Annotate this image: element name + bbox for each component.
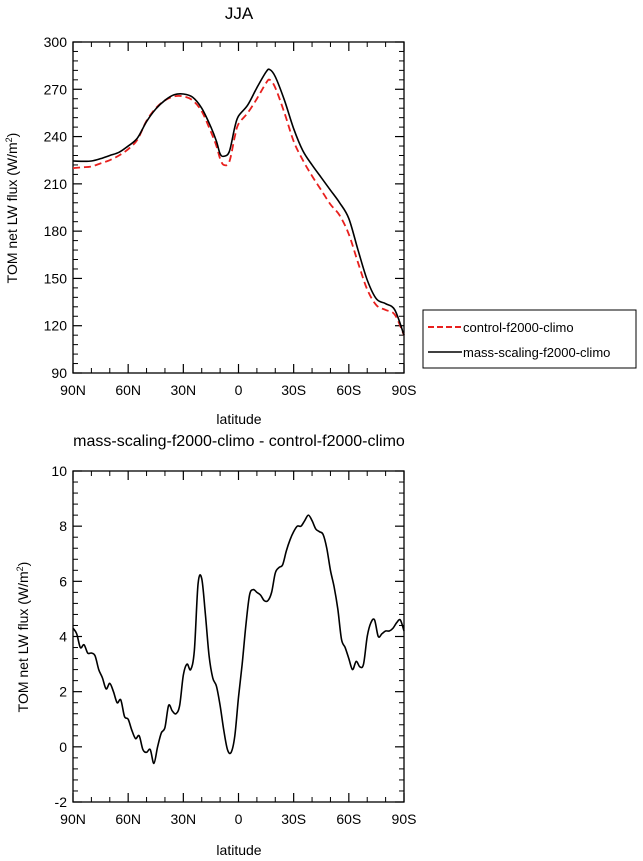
- panel-bottom-plot-frame: [72, 470, 405, 803]
- legend: control-f2000-climo mass-scaling-f2000-c…: [422, 309, 637, 369]
- bottom-ytick-label: 2: [59, 684, 67, 700]
- bottom-xtick-label: 60N: [115, 811, 141, 827]
- top-series-control-f2000-climo: [72, 78, 405, 336]
- top-xtick-label: 30N: [170, 382, 196, 398]
- panel-bottom-ylabel: TOM net LW flux (W/m2): [15, 562, 31, 713]
- legend-label-control: control-f2000-climo: [463, 320, 574, 335]
- top-xtick-label: 90N: [60, 382, 86, 398]
- legend-box: [422, 309, 637, 369]
- top-ytick-label: 210: [44, 176, 68, 192]
- panel-top-lines: [72, 68, 405, 336]
- panel-bottom: mass-scaling-f2000-climo - control-f2000…: [15, 433, 416, 858]
- panel-top-ticks: 90N 60N 30N 0 30S 60S 90S 90 120 150 180 210 240 270 3…: [44, 34, 417, 398]
- panel-top-xlabel: latitude: [216, 411, 261, 427]
- panel-bottom-ticks: 90N 60N 30N 0 30S 60S 90S -2 0 2 4 6 8 10: [51, 463, 416, 827]
- top-xtick-label: 0: [235, 382, 243, 398]
- bottom-ytick-label: 6: [59, 573, 67, 589]
- panel-top-ylabel: TOM net LW flux (W/m2): [4, 133, 20, 284]
- top-xtick-label: 90S: [392, 382, 417, 398]
- bottom-series-difference: [72, 514, 405, 765]
- top-xtick-label: 60N: [115, 382, 141, 398]
- top-ytick-label: 90: [51, 365, 67, 381]
- top-ytick-label: 150: [44, 270, 68, 286]
- bottom-ytick-label: 0: [59, 739, 67, 755]
- top-xtick-label: 60S: [336, 382, 361, 398]
- top-xtick-label: 30S: [281, 382, 306, 398]
- panel-bottom-title: mass-scaling-f2000-climo - control-f2000…: [73, 433, 405, 450]
- bottom-xtick-label: 30S: [281, 811, 306, 827]
- top-ytick-label: 180: [44, 223, 68, 239]
- top-ytick-label: 240: [44, 129, 68, 145]
- panel-bottom-lines: [72, 514, 405, 765]
- bottom-ytick-label: 4: [59, 629, 67, 645]
- bottom-xtick-label: 0: [235, 811, 243, 827]
- top-ytick-label: 300: [44, 34, 68, 50]
- bottom-ytick-label: -2: [55, 794, 68, 810]
- panel-top: JJA 90N 60N 30N 0 30S 60S 90S 90 120 150 180 210 240…: [4, 4, 637, 427]
- top-ytick-label: 270: [44, 81, 68, 97]
- legend-label-mass-scaling: mass-scaling-f2000-climo: [463, 345, 610, 360]
- top-ytick-label: 120: [44, 318, 68, 334]
- panel-top-title: JJA: [225, 4, 254, 23]
- bottom-xtick-label: 60S: [336, 811, 361, 827]
- bottom-xtick-label: 90N: [60, 811, 86, 827]
- panel-top-plot-frame: [72, 41, 405, 374]
- bottom-xtick-label: 30N: [170, 811, 196, 827]
- panel-bottom-xlabel: latitude: [216, 842, 261, 858]
- top-series-mass-scaling-f2000-climo: [72, 68, 405, 336]
- bottom-ytick-label: 8: [59, 518, 67, 534]
- bottom-xtick-label: 90S: [392, 811, 417, 827]
- bottom-ytick-label: 10: [51, 463, 67, 479]
